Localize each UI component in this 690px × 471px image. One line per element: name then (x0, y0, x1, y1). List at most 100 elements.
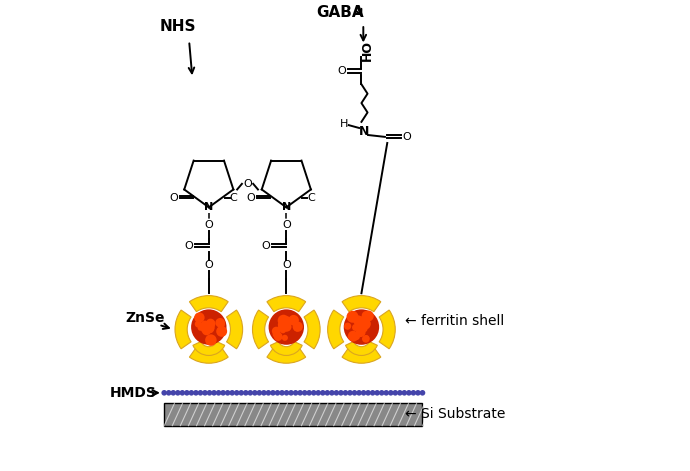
Circle shape (420, 390, 425, 396)
Circle shape (346, 311, 359, 323)
Circle shape (324, 390, 330, 396)
Circle shape (329, 390, 335, 396)
Circle shape (197, 390, 204, 396)
Circle shape (356, 327, 366, 337)
Circle shape (272, 327, 281, 335)
Circle shape (284, 390, 289, 396)
Circle shape (294, 325, 301, 332)
Circle shape (370, 390, 375, 396)
Text: O: O (338, 66, 346, 76)
Circle shape (279, 317, 290, 328)
Circle shape (179, 390, 185, 396)
Circle shape (215, 318, 225, 327)
Circle shape (283, 323, 290, 330)
Text: H: H (339, 119, 348, 129)
Circle shape (204, 325, 210, 332)
Text: O: O (402, 132, 411, 142)
Circle shape (217, 321, 225, 328)
Circle shape (278, 319, 289, 330)
Circle shape (359, 318, 371, 330)
Circle shape (344, 323, 351, 330)
Text: O: O (243, 179, 252, 189)
Circle shape (188, 390, 194, 396)
Wedge shape (190, 296, 228, 312)
Circle shape (356, 390, 362, 396)
Circle shape (302, 390, 308, 396)
Text: O: O (262, 241, 270, 251)
Text: O: O (282, 260, 290, 270)
Circle shape (166, 390, 172, 396)
Text: C: C (230, 194, 237, 203)
Wedge shape (346, 341, 377, 356)
Circle shape (266, 390, 271, 396)
Circle shape (273, 332, 279, 338)
Circle shape (279, 319, 288, 329)
Circle shape (362, 311, 371, 320)
Text: O: O (204, 260, 213, 270)
Text: N: N (204, 203, 213, 212)
Circle shape (206, 318, 215, 328)
Circle shape (388, 390, 393, 396)
Text: ← Si Substrate: ← Si Substrate (405, 407, 506, 422)
Circle shape (195, 321, 201, 327)
Circle shape (402, 390, 407, 396)
Circle shape (184, 390, 190, 396)
Text: N: N (359, 125, 369, 138)
Text: NHS: NHS (160, 19, 197, 34)
Circle shape (306, 390, 312, 396)
Wedge shape (175, 310, 191, 349)
Circle shape (207, 326, 214, 333)
Circle shape (203, 322, 212, 331)
Circle shape (348, 331, 359, 341)
Circle shape (202, 326, 211, 335)
Text: O: O (282, 220, 290, 230)
Circle shape (197, 325, 204, 331)
Circle shape (252, 390, 257, 396)
Circle shape (338, 390, 344, 396)
Circle shape (274, 332, 283, 341)
Circle shape (203, 321, 215, 333)
Circle shape (357, 317, 365, 324)
Circle shape (239, 390, 244, 396)
Wedge shape (342, 347, 381, 363)
Text: O: O (169, 193, 178, 203)
Circle shape (315, 390, 321, 396)
Text: HO: HO (361, 40, 373, 60)
Circle shape (397, 390, 403, 396)
Circle shape (204, 325, 210, 332)
Circle shape (343, 390, 348, 396)
Wedge shape (342, 296, 381, 312)
Wedge shape (226, 310, 243, 349)
Circle shape (375, 390, 380, 396)
Text: O: O (184, 241, 193, 251)
Circle shape (415, 390, 421, 396)
Circle shape (277, 315, 289, 326)
Text: ZnSe: ZnSe (125, 311, 165, 325)
Circle shape (229, 390, 235, 396)
Circle shape (216, 390, 221, 396)
Circle shape (207, 390, 213, 396)
Circle shape (261, 390, 267, 396)
Circle shape (352, 324, 359, 331)
Circle shape (248, 390, 253, 396)
Circle shape (202, 390, 208, 396)
Circle shape (281, 316, 292, 326)
Circle shape (411, 390, 416, 396)
Bar (164, 403, 422, 426)
Circle shape (234, 390, 239, 396)
Circle shape (353, 333, 360, 340)
Circle shape (290, 315, 297, 321)
Wedge shape (304, 310, 320, 349)
Circle shape (191, 309, 226, 345)
Circle shape (357, 324, 364, 331)
Text: C: C (307, 194, 315, 203)
Circle shape (216, 326, 227, 337)
Circle shape (204, 321, 213, 331)
Circle shape (279, 390, 285, 396)
Circle shape (270, 390, 276, 396)
Circle shape (194, 312, 205, 323)
Circle shape (362, 335, 370, 343)
Wedge shape (190, 347, 228, 363)
Circle shape (293, 322, 303, 332)
Circle shape (243, 390, 248, 396)
